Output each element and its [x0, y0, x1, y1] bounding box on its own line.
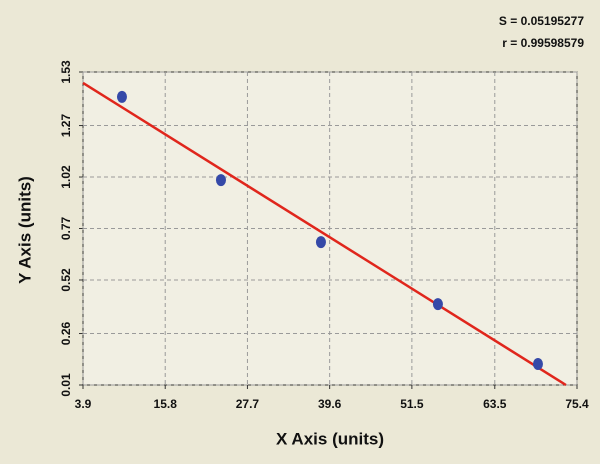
x-tick-label: 39.6	[318, 397, 342, 411]
y-tick-label: 0.01	[59, 373, 73, 397]
data-point	[532, 357, 543, 370]
y-tick-label: 1.53	[59, 60, 73, 84]
y-tick-label: 0.77	[59, 216, 73, 240]
y-axis-label: Y Axis (units)	[15, 176, 34, 284]
data-point	[116, 90, 127, 103]
x-tick-label: 3.9	[75, 397, 92, 411]
x-tick-label: 27.7	[236, 397, 260, 411]
y-tick-label: 0.52	[59, 268, 73, 292]
x-tick-label: 51.5	[400, 397, 424, 411]
data-point	[215, 174, 226, 187]
y-tick-label: 1.02	[59, 165, 73, 189]
x-tick-label: 63.5	[483, 397, 507, 411]
x-axis-label: X Axis (units)	[276, 429, 384, 448]
y-tick-label: 0.26	[59, 322, 73, 346]
fit-line	[82, 81, 567, 387]
x-tick-label: 15.8	[154, 397, 178, 411]
x-tick-label: 75.4	[565, 397, 589, 411]
y-tick-label: 1.27	[59, 114, 73, 138]
data-point	[315, 236, 326, 249]
data-point	[432, 298, 443, 311]
annotation: r = 0.99598579	[502, 36, 584, 50]
annotation: S = 0.05195277	[499, 14, 584, 28]
